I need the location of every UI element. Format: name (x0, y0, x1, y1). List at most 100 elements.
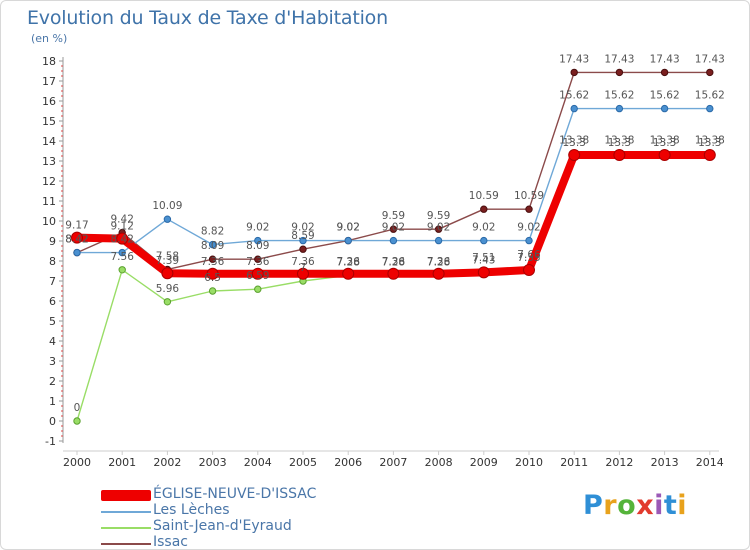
point-eglise (251, 267, 264, 280)
logo-letter: i (654, 490, 664, 521)
data-label-saint-jean: 7.56 (111, 251, 135, 263)
point-eglise (116, 232, 129, 245)
x-tick-label: 2009 (470, 456, 498, 469)
x-tick-label: 2001 (108, 456, 136, 469)
x-tick-label: 2000 (63, 456, 91, 469)
point-saint-jean (163, 298, 172, 306)
point-issac (660, 68, 669, 77)
point-saint-jean (208, 287, 217, 295)
point-issac (706, 68, 714, 77)
y-tick-label: 16 (42, 95, 56, 108)
logo-letter: P (583, 490, 604, 521)
data-label-les-leches: 9.02 (427, 222, 450, 234)
data-label-saint-jean: 7.28 (427, 256, 450, 268)
point-eglise (613, 149, 626, 161)
logo-letter: o (617, 490, 637, 521)
data-label-les-leches: 9.02 (382, 222, 405, 234)
data-label-issac: 17.43 (604, 53, 634, 65)
point-eglise (71, 231, 83, 244)
point-les-leches (118, 248, 126, 257)
x-tick-label: 2006 (334, 456, 362, 469)
data-label-eglise: 7.36 (337, 256, 361, 268)
point-les-leches (344, 236, 352, 245)
data-label-eglise: 7.36 (246, 256, 270, 268)
y-tick-label: 14 (42, 135, 56, 148)
data-label-eglise: 13.3 (608, 137, 631, 149)
y-tick-label: -1 (45, 435, 56, 448)
legend-swatch-les-leches (101, 504, 151, 520)
data-label-les-leches: 8.82 (201, 226, 224, 238)
legend-line-green (101, 527, 151, 529)
data-label-saint-jean: 6.59 (246, 270, 269, 282)
data-label-les-leches: 15.62 (604, 90, 634, 102)
point-les-leches (570, 104, 578, 113)
point-les-leches (525, 236, 533, 245)
legend-swatch-issac (101, 536, 151, 549)
y-tick-label: 18 (42, 55, 56, 68)
y-tick-label: 8 (49, 255, 56, 268)
legend-swatch-saint-jean (101, 520, 151, 536)
proxiti-logo: Proxiti (583, 490, 687, 521)
data-label-issac: 9.59 (427, 210, 450, 222)
point-les-leches (660, 104, 669, 113)
point-eglise (658, 149, 671, 161)
data-label-eglise: 7.36 (291, 256, 315, 268)
point-eglise (523, 264, 535, 276)
legend-item-les-leches[interactable]: Les Lèches (101, 502, 361, 520)
data-label-issac: 8.59 (291, 230, 314, 242)
point-issac (299, 245, 307, 253)
point-issac (480, 205, 488, 213)
data-label-issac: 17.43 (695, 53, 725, 65)
data-label-saint-jean: 13.38 (559, 134, 589, 146)
legend-item-issac[interactable]: Issac (101, 534, 361, 549)
point-saint-jean (254, 285, 262, 293)
logo-letter: i (677, 490, 688, 521)
data-label-issac: 8.09 (201, 240, 224, 252)
data-label-saint-jean: 7.66 (517, 249, 541, 261)
data-label-les-leches: 10.09 (152, 200, 182, 212)
logo-letter: t (663, 490, 678, 521)
data-label-les-leches: 15.62 (695, 90, 725, 102)
data-label-les-leches: 9.02 (246, 222, 269, 234)
legend-swatch-eglise (101, 488, 151, 504)
data-label-eglise: 7.55 (517, 252, 540, 264)
y-tick-label: 1 (49, 395, 56, 408)
data-label-saint-jean: 13.38 (650, 134, 680, 146)
data-label-eglise: 7.36 (382, 256, 406, 268)
data-label-issac: 8.42 (65, 234, 88, 246)
point-les-leches (163, 215, 172, 223)
data-label-issac: 9.59 (382, 210, 405, 222)
y-tick-label: 13 (42, 155, 56, 168)
y-tick-label: 6 (49, 295, 56, 308)
legend-line-blue (101, 511, 151, 513)
point-eglise (568, 149, 581, 161)
y-tick-label: 11 (42, 195, 56, 208)
point-les-leches (208, 240, 217, 249)
data-label-eglise: 9.12 (111, 221, 134, 233)
legend-item-saint-jean-d-eyraud[interactable]: Saint-Jean-d'Eyraud (101, 518, 361, 536)
y-tick-label: 0 (49, 415, 56, 428)
data-label-les-leches: 8.42 (65, 234, 88, 246)
legend-item-eglise-neuve-d-issac[interactable]: ÉGLISE-NEUVE-D'ISSAC (101, 486, 361, 504)
data-label-issac: 10.59 (514, 190, 544, 202)
data-label-saint-jean: 6.5 (204, 272, 221, 284)
point-les-leches (299, 236, 307, 245)
x-tick-label: 2007 (379, 456, 407, 469)
data-label-issac: 10.59 (469, 190, 499, 202)
data-label-eglise: 7.43 (472, 254, 495, 266)
data-label-issac: 17.43 (650, 53, 680, 65)
point-les-leches (73, 248, 81, 257)
data-label-eglise: 7.39 (156, 255, 179, 267)
data-label-saint-jean: 13.38 (604, 134, 634, 146)
data-label-eglise: 9.17 (65, 220, 88, 232)
point-issac (208, 255, 217, 263)
point-issac (254, 255, 262, 263)
x-tick-label: 2004 (244, 456, 272, 469)
chart-unit-label: (en %) (31, 32, 68, 45)
data-label-saint-jean: 7.28 (337, 256, 360, 268)
y-tick-label: 17 (42, 75, 56, 88)
series-layer (71, 68, 716, 425)
